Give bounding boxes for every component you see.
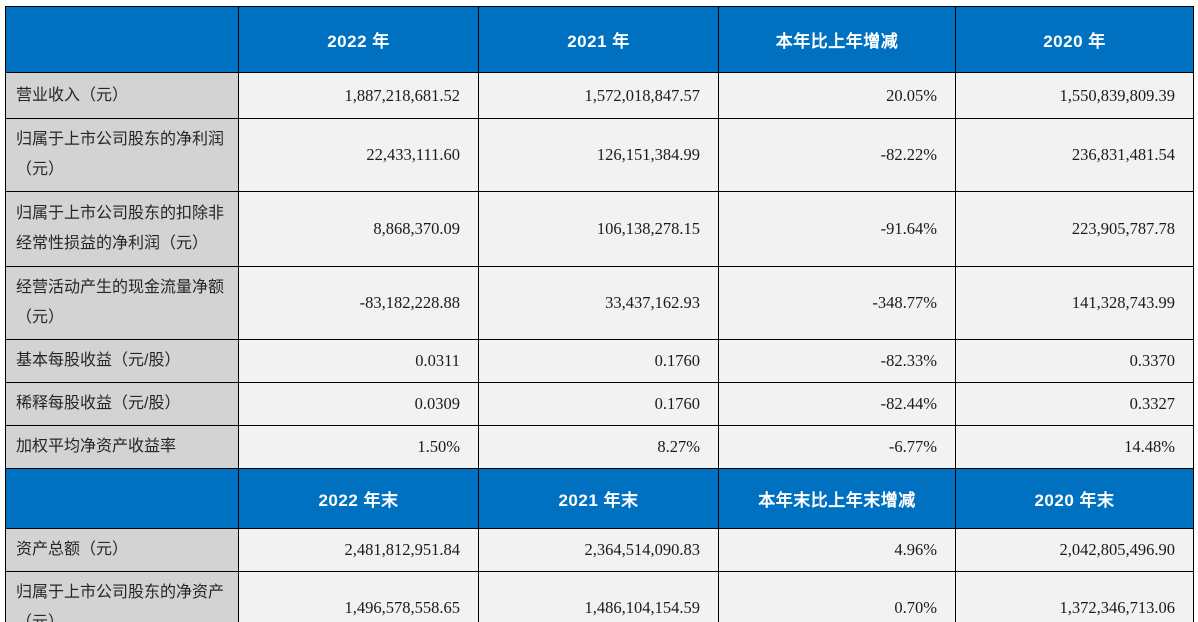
row-label: 稀释每股收益（元/股）	[5, 382, 239, 426]
value-2020: 223,905,787.78	[955, 191, 1194, 267]
row-label: 归属于上市公司股东的扣除非经常性损益的净利润（元）	[5, 191, 239, 267]
value-change: -6.77%	[718, 425, 956, 469]
value-change: -82.33%	[718, 339, 956, 383]
row-weighted-avg-roe: 加权平均净资产收益率 1.50% 8.27% -6.77% 14.48%	[5, 425, 1194, 469]
value-2022: 0.0311	[238, 339, 479, 383]
annual-header-row: 2022 年 2021 年 本年比上年增减 2020 年	[5, 6, 1194, 73]
blank-header-cell	[5, 6, 239, 73]
value-2020: 2,042,805,496.90	[955, 528, 1194, 572]
row-label: 营业收入（元）	[5, 72, 239, 119]
value-2020: 0.3327	[955, 382, 1194, 426]
row-diluted-eps: 稀释每股收益（元/股） 0.0309 0.1760 -82.44% 0.3327	[5, 382, 1194, 426]
value-2020: 141,328,743.99	[955, 266, 1194, 340]
value-2021: 0.1760	[478, 382, 719, 426]
value-2022: 8,868,370.09	[238, 191, 479, 267]
header-2021-end: 2021 年末	[478, 468, 719, 529]
financial-summary-table: 2022 年 2021 年 本年比上年增减 2020 年 营业收入（元） 1,8…	[5, 6, 1194, 622]
row-label: 归属于上市公司股东的净利润（元）	[5, 118, 239, 192]
row-total-assets: 资产总额（元） 2,481,812,951.84 2,364,514,090.8…	[5, 528, 1194, 572]
row-operating-revenue: 营业收入（元） 1,887,218,681.52 1,572,018,847.5…	[5, 72, 1194, 119]
yearend-header-row: 2022 年末 2021 年末 本年末比上年末增减 2020 年末	[5, 468, 1194, 529]
value-2022: 0.0309	[238, 382, 479, 426]
value-2020: 236,831,481.54	[955, 118, 1194, 192]
row-operating-cash-flow: 经营活动产生的现金流量净额（元） -83,182,228.88 33,437,1…	[5, 266, 1194, 340]
value-2022: 1,887,218,681.52	[238, 72, 479, 119]
value-2020: 1,550,839,809.39	[955, 72, 1194, 119]
row-net-profit: 归属于上市公司股东的净利润（元） 22,433,111.60 126,151,3…	[5, 118, 1194, 192]
row-net-assets: 归属于上市公司股东的净资产（元） 1,496,578,558.65 1,486,…	[5, 571, 1194, 622]
header-2022: 2022 年	[238, 6, 479, 73]
value-2021: 33,437,162.93	[478, 266, 719, 340]
header-yearend-change: 本年末比上年末增减	[718, 468, 956, 529]
value-2022: 22,433,111.60	[238, 118, 479, 192]
header-2021: 2021 年	[478, 6, 719, 73]
row-label: 资产总额（元）	[5, 528, 239, 572]
header-yoy-change: 本年比上年增减	[718, 6, 956, 73]
value-change: 0.70%	[718, 571, 956, 622]
value-change: -82.22%	[718, 118, 956, 192]
value-change: 20.05%	[718, 72, 956, 119]
value-2022: 1,496,578,558.65	[238, 571, 479, 622]
value-2021: 106,138,278.15	[478, 191, 719, 267]
header-2020: 2020 年	[955, 6, 1194, 73]
row-label: 经营活动产生的现金流量净额（元）	[5, 266, 239, 340]
value-2021: 126,151,384.99	[478, 118, 719, 192]
value-2021: 1,486,104,154.59	[478, 571, 719, 622]
blank-header-cell	[5, 468, 239, 529]
value-change: -82.44%	[718, 382, 956, 426]
row-basic-eps: 基本每股收益（元/股） 0.0311 0.1760 -82.33% 0.3370	[5, 339, 1194, 383]
value-change: 4.96%	[718, 528, 956, 572]
value-2022: 1.50%	[238, 425, 479, 469]
value-2021: 8.27%	[478, 425, 719, 469]
value-2021: 2,364,514,090.83	[478, 528, 719, 572]
value-2022: -83,182,228.88	[238, 266, 479, 340]
row-label: 归属于上市公司股东的净资产（元）	[5, 571, 239, 622]
value-2020: 1,372,346,713.06	[955, 571, 1194, 622]
value-2021: 0.1760	[478, 339, 719, 383]
row-label: 基本每股收益（元/股）	[5, 339, 239, 383]
value-2020: 14.48%	[955, 425, 1194, 469]
row-net-profit-excl-nonrecurring: 归属于上市公司股东的扣除非经常性损益的净利润（元） 8,868,370.09 1…	[5, 191, 1194, 267]
value-change: -348.77%	[718, 266, 956, 340]
row-label: 加权平均净资产收益率	[5, 425, 239, 469]
value-change: -91.64%	[718, 191, 956, 267]
header-2020-end: 2020 年末	[955, 468, 1194, 529]
value-2022: 2,481,812,951.84	[238, 528, 479, 572]
value-2020: 0.3370	[955, 339, 1194, 383]
value-2021: 1,572,018,847.57	[478, 72, 719, 119]
header-2022-end: 2022 年末	[238, 468, 479, 529]
